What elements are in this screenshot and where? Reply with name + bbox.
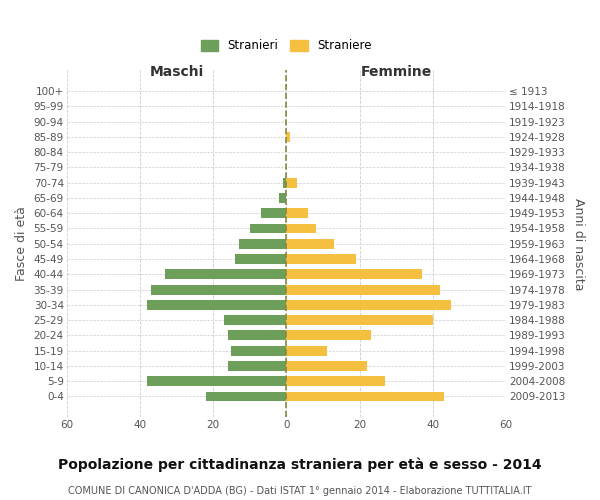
Bar [286,239,334,248]
Bar [286,208,308,218]
Bar [283,178,286,188]
Bar [286,178,297,188]
Bar [260,208,286,218]
Bar [235,254,286,264]
Y-axis label: Anni di nascita: Anni di nascita [572,198,585,290]
Bar [286,254,356,264]
Bar [228,361,286,371]
Text: Femmine: Femmine [361,65,432,79]
Bar [286,315,433,325]
Text: Maschi: Maschi [149,65,203,79]
Bar [228,330,286,340]
Bar [147,300,286,310]
Bar [232,346,286,356]
Bar [286,270,422,280]
Text: Popolazione per cittadinanza straniera per età e sesso - 2014: Popolazione per cittadinanza straniera p… [58,458,542,472]
Bar [286,361,367,371]
Bar [151,284,286,294]
Y-axis label: Fasce di età: Fasce di età [15,206,28,281]
Bar [286,392,444,402]
Bar [250,224,286,234]
Legend: Stranieri, Straniere: Stranieri, Straniere [196,34,377,57]
Bar [239,239,286,248]
Bar [224,315,286,325]
Bar [286,376,385,386]
Bar [286,300,451,310]
Bar [279,193,286,203]
Bar [286,284,440,294]
Bar [286,330,371,340]
Bar [206,392,286,402]
Bar [286,132,290,142]
Bar [286,346,326,356]
Bar [166,270,286,280]
Bar [147,376,286,386]
Text: COMUNE DI CANONICA D'ADDA (BG) - Dati ISTAT 1° gennaio 2014 - Elaborazione TUTTI: COMUNE DI CANONICA D'ADDA (BG) - Dati IS… [68,486,532,496]
Bar [286,224,316,234]
